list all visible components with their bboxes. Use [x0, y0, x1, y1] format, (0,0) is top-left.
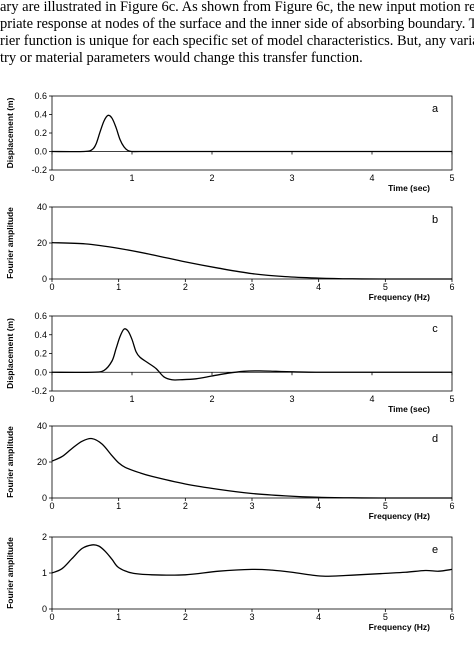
chart-b-y-axis-label: Fourier amplitude	[5, 207, 15, 279]
chart-c-xtick-label: 1	[129, 394, 134, 404]
chart-e-series-line-0	[51, 544, 453, 577]
chart-c-ytick-label: 0.2	[34, 349, 47, 359]
chart-d-series-line-0	[51, 437, 453, 499]
chart-c-xtick-label: 0	[49, 394, 54, 404]
chart-e-y-axis-label: Fourier amplitude	[5, 537, 15, 609]
chart-b-xtick-label: 1	[116, 282, 121, 292]
chart-e-xtick-label: 4	[316, 612, 321, 622]
chart-b-xtick-label: 6	[449, 282, 454, 292]
chart-a-xtick-label: 1	[129, 173, 134, 183]
chart-e-ytick-label: 2	[42, 532, 47, 542]
chart-d-xtick-label: 5	[383, 501, 388, 511]
chart-c-ytick-label: 0.0	[34, 367, 47, 377]
chart-a-xtick-label: 0	[49, 173, 54, 183]
chart-a-ytick-label: 0.2	[34, 128, 47, 138]
chart-d-x-axis-label: Frequency (Hz)	[369, 511, 431, 521]
body-text-line-2: priate response at nodes of the surface …	[0, 16, 474, 32]
chart-a-xtick-label: 5	[449, 173, 454, 183]
chart-b-xtick-label: 4	[316, 282, 321, 292]
chart-c-series-line-0	[51, 328, 452, 381]
chart-d-ytick-label: 40	[37, 421, 47, 431]
chart-b-panel-letter: b	[432, 214, 438, 226]
chart-e-xtick-label: 0	[49, 612, 54, 622]
chart-c-frame	[51, 315, 453, 392]
chart-c-xtick-label: 3	[289, 394, 294, 404]
body-text-line-4: try or material parameters would change …	[0, 50, 363, 66]
chart-c-xtick-label: 5	[449, 394, 454, 404]
chart-a-xtick-label: 4	[369, 173, 374, 183]
chart-a-xtick-label: 3	[289, 173, 294, 183]
chart-e-panel-letter: e	[432, 544, 438, 556]
chart-b-ytick-label: 0	[42, 274, 47, 284]
chart-a-ytick-label: -0.2	[31, 165, 47, 175]
chart-c-y-axis-label: Displacement (m)	[5, 318, 15, 389]
chart-b-ytick-label: 40	[37, 202, 47, 212]
chart-e-xtick-label: 5	[383, 612, 388, 622]
body-text-line-3: rier function is unique for each specifi…	[0, 33, 474, 49]
chart-b-ytick-label: 20	[37, 238, 47, 248]
chart-d-xtick-label: 4	[316, 501, 321, 511]
chart-c-panel-letter: c	[432, 323, 438, 335]
chart-e-xtick-label: 6	[449, 612, 454, 622]
chart-a-ytick-label: 0.0	[34, 147, 47, 157]
chart-b-x-axis-label: Frequency (Hz)	[369, 292, 431, 302]
chart-d-xtick-label: 6	[449, 501, 454, 511]
body-text-line-1: ary are illustrated in Figure 6c. As sho…	[0, 0, 474, 15]
chart-e-xtick-label: 1	[116, 612, 121, 622]
chart-c-ytick-label: 0.4	[34, 330, 47, 340]
chart-d-y-axis-label: Fourier amplitude	[5, 426, 15, 498]
chart-b-xtick-label: 0	[49, 282, 54, 292]
chart-d-panel-letter: d	[432, 433, 438, 445]
chart-e-ytick-label: 1	[42, 568, 47, 578]
chart-c-ytick-label: 0.6	[34, 311, 47, 321]
chart-d-xtick-label: 0	[49, 501, 54, 511]
chart-d-ytick-label: 0	[42, 493, 47, 503]
chart-a-xtick-label: 2	[209, 173, 214, 183]
chart-a-x-axis-label: Time (sec)	[388, 183, 430, 193]
chart-a-ytick-label: 0.6	[34, 91, 47, 101]
chart-c-xtick-label: 4	[369, 394, 374, 404]
chart-e-ytick-label: 0	[42, 604, 47, 614]
chart-e-xtick-label: 3	[249, 612, 254, 622]
chart-c-ytick-label: -0.2	[31, 386, 47, 396]
chart-b-frame	[51, 206, 453, 280]
chart-a-series-line-0	[51, 114, 452, 153]
chart-a-frame	[51, 95, 453, 171]
chart-e-x-axis-label: Frequency (Hz)	[369, 622, 431, 632]
chart-a-ytick-label: 0.4	[34, 110, 47, 120]
chart-d-xtick-label: 1	[116, 501, 121, 511]
chart-b-xtick-label: 3	[249, 282, 254, 292]
chart-c-xtick-label: 2	[209, 394, 214, 404]
chart-d-xtick-label: 2	[183, 501, 188, 511]
chart-b-xtick-label: 2	[183, 282, 188, 292]
chart-b-xtick-label: 5	[383, 282, 388, 292]
chart-a-y-axis-label: Displacement (m)	[5, 97, 15, 168]
chart-d-frame	[51, 425, 453, 499]
chart-b-series-line-0	[51, 241, 453, 280]
chart-c-x-axis-label: Time (sec)	[388, 404, 430, 414]
chart-d-ytick-label: 20	[37, 457, 47, 467]
chart-e-xtick-label: 2	[183, 612, 188, 622]
chart-a-panel-letter: a	[432, 103, 439, 115]
chart-d-xtick-label: 3	[249, 501, 254, 511]
